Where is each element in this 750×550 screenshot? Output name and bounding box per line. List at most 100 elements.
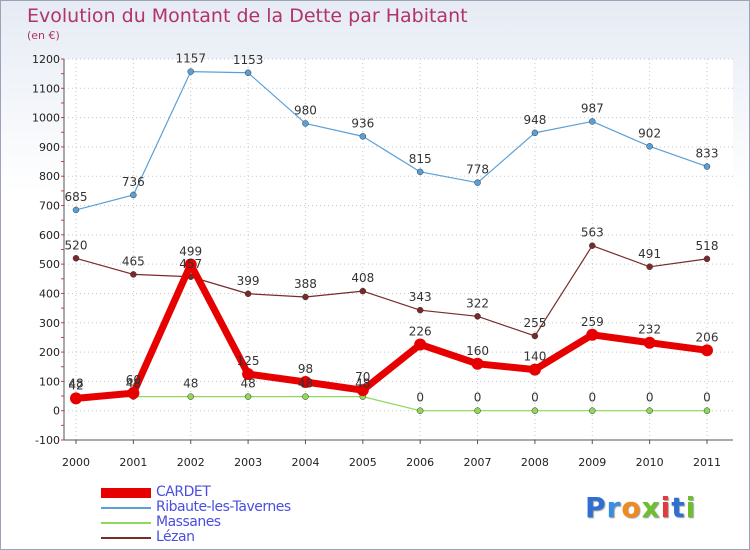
series-point-3 [302, 293, 309, 301]
series-point-0 [184, 258, 197, 271]
series-point-3 [359, 287, 367, 295]
series-point-2 [187, 393, 194, 400]
legend-label-2: Massanes [156, 514, 221, 530]
data-label-1: 902 [638, 126, 661, 140]
data-label-1: 778 [466, 163, 489, 177]
series-point-0 [643, 336, 656, 349]
series-point-3 [531, 332, 539, 340]
series-point-0 [299, 375, 312, 388]
plot-area [64, 59, 733, 440]
data-label-0: 98 [298, 362, 313, 376]
logo-letter-0: P [585, 491, 607, 524]
data-label-1: 980 [294, 103, 317, 117]
proxiti-logo: Proxiti [585, 491, 696, 524]
y-tick-label: 900 [39, 141, 60, 154]
series-point-1 [474, 179, 481, 186]
y-tick-label: 700 [39, 200, 60, 213]
data-label-2: 0 [588, 391, 596, 405]
logo-letter-5: t [671, 491, 686, 524]
y-tick-label: 200 [39, 346, 60, 359]
data-label-3: 465 [122, 254, 145, 268]
chart-subtitle: (en €) [27, 29, 60, 42]
x-tick-label: 2008 [521, 456, 549, 469]
data-label-3: 388 [294, 277, 317, 291]
x-tick-label: 2009 [578, 456, 606, 469]
data-label-1: 936 [351, 116, 374, 130]
series-point-2 [244, 393, 252, 400]
series-point-2 [302, 393, 309, 400]
series-point-0 [356, 384, 369, 397]
series-line-3 [75, 245, 708, 337]
data-label-1: 685 [65, 190, 88, 204]
series-point-1 [130, 191, 137, 199]
logo-letter-4: i [660, 491, 672, 524]
series-point-2 [589, 407, 596, 414]
data-label-3: 255 [523, 316, 546, 330]
data-label-1: 1157 [175, 52, 206, 66]
x-tick-label: 2001 [119, 456, 147, 469]
series-point-1 [72, 206, 80, 214]
series-point-1 [244, 69, 252, 77]
data-label-2: 48 [298, 377, 313, 391]
series-point-2 [416, 407, 424, 414]
series-point-1 [646, 143, 653, 150]
series-point-2 [531, 407, 539, 414]
series-point-3 [474, 313, 481, 320]
data-label-0: 125 [237, 354, 260, 368]
data-label-2: 0 [416, 391, 424, 405]
y-tick-label: 300 [39, 317, 60, 330]
data-label-1: 833 [696, 147, 719, 161]
y-tick-label: 600 [39, 229, 60, 242]
legend-swatch-2 [101, 522, 151, 524]
series-point-0 [701, 344, 713, 357]
data-label-3: 408 [351, 271, 374, 285]
data-label-3: 343 [409, 290, 432, 304]
x-tick-label: 2000 [62, 456, 90, 469]
data-label-2: 48 [68, 377, 83, 391]
x-tick-label: 2004 [291, 456, 319, 469]
data-label-3: 520 [65, 238, 88, 252]
x-tick-label: 2005 [349, 456, 377, 469]
data-label-3: 399 [237, 274, 260, 288]
data-label-0: 60 [126, 373, 141, 387]
legend-label-0: CARDET [156, 484, 211, 500]
chart-title: Evolution du Montant de la Dette par Hab… [27, 5, 468, 27]
series-point-2 [646, 407, 653, 414]
data-label-3: 518 [696, 239, 719, 253]
data-label-1: 948 [523, 113, 546, 127]
y-tick-label: -100 [35, 434, 60, 447]
series-point-1 [589, 118, 596, 125]
y-tick-label: 500 [39, 258, 60, 271]
data-label-0: 206 [696, 330, 719, 344]
series-point-0 [70, 392, 82, 405]
data-label-2: 48 [126, 377, 141, 391]
series-point-0 [414, 338, 427, 351]
series-point-1 [531, 129, 539, 137]
x-tick-label: 2002 [177, 456, 205, 469]
series-point-1 [187, 68, 194, 75]
series-point-0 [586, 328, 599, 341]
legend-label-3: Lézan [156, 529, 195, 545]
series-point-2 [703, 407, 711, 414]
data-label-0: 226 [409, 324, 432, 338]
series-point-0 [242, 368, 255, 381]
data-label-3: 457 [179, 257, 202, 271]
data-label-0: 70 [355, 370, 370, 384]
y-tick-label: 1200 [32, 53, 60, 66]
series-point-1 [302, 120, 309, 127]
data-label-0: 499 [179, 244, 202, 258]
y-tick-label: 800 [39, 170, 60, 183]
series-point-3 [646, 263, 653, 271]
data-label-0: 42 [68, 378, 83, 392]
series-line-1 [75, 71, 708, 211]
data-label-3: 491 [638, 247, 661, 261]
data-label-2: 48 [183, 377, 198, 391]
series-point-0 [528, 363, 541, 376]
data-label-0: 160 [466, 344, 489, 358]
legend-swatch-0 [101, 488, 151, 498]
data-label-3: 563 [581, 226, 604, 240]
series-point-3 [244, 290, 252, 298]
series-point-3 [130, 271, 137, 278]
data-label-2: 48 [240, 377, 255, 391]
